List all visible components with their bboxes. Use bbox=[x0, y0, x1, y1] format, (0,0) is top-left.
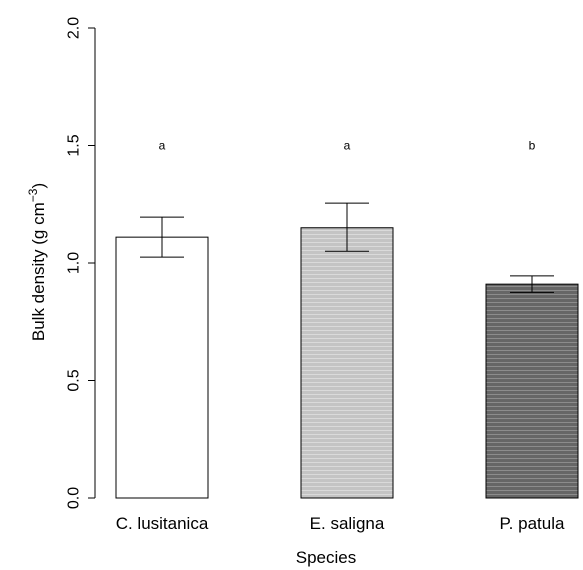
y-tick-label: 1.5 bbox=[66, 134, 83, 156]
x-tick-label: C. lusitanica bbox=[116, 514, 209, 533]
y-tick-label: 0.0 bbox=[66, 487, 83, 509]
y-axis: 0.0 0.5 1.0 1.5 2.0 bbox=[66, 17, 96, 509]
significance-letter: a bbox=[344, 139, 351, 153]
x-axis-labels: C. lusitanica E. saligna P. patula bbox=[116, 514, 565, 533]
significance-letter: a bbox=[159, 139, 166, 153]
y-axis-title-text: Bulk density (g cm bbox=[29, 202, 48, 341]
bar bbox=[115, 236, 209, 499]
bar bbox=[300, 227, 394, 499]
bar bbox=[485, 283, 579, 499]
y-axis-title: Bulk density (g cm−3) bbox=[26, 183, 48, 341]
bars bbox=[115, 227, 579, 499]
error-bars bbox=[140, 202, 554, 293]
x-tick-label: P. patula bbox=[500, 514, 565, 533]
y-axis-title-suffix: ) bbox=[29, 183, 48, 189]
y-tick-label: 0.5 bbox=[66, 369, 83, 391]
y-tick-label: 1.0 bbox=[66, 252, 83, 274]
x-axis-title: Species bbox=[296, 548, 356, 567]
y-tick-label: 2.0 bbox=[66, 17, 83, 39]
y-axis-title-superscript: −3 bbox=[26, 188, 40, 202]
significance-letter: b bbox=[529, 139, 536, 153]
x-tick-label: E. saligna bbox=[310, 514, 385, 533]
